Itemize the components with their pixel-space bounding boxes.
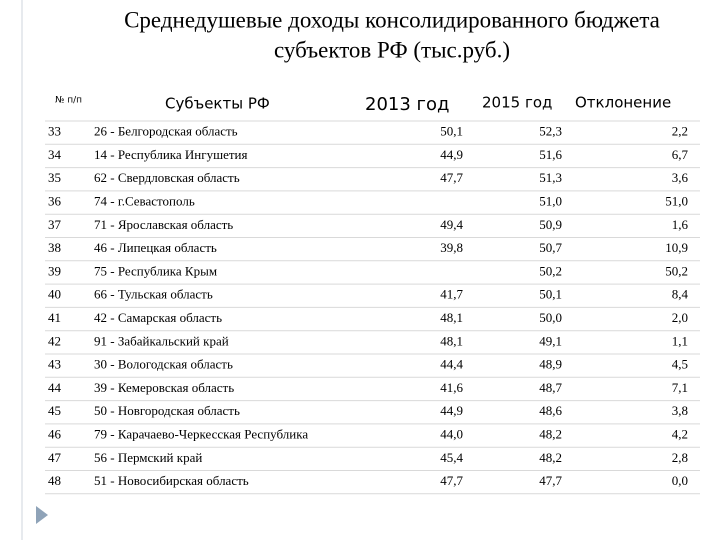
column-header: Отклонение bbox=[575, 94, 671, 112]
cell-text: 45 bbox=[48, 403, 61, 418]
cell-number: 44,0 bbox=[440, 427, 463, 442]
cell-text: 33 bbox=[48, 124, 61, 139]
cell-number: 1,6 bbox=[672, 217, 689, 232]
column-header: 2015 год bbox=[482, 94, 552, 112]
cell-text: 62 - Свердловская область bbox=[94, 170, 240, 185]
column-header: Субъекты РФ bbox=[165, 95, 270, 113]
cell-number: 44,9 bbox=[440, 403, 463, 418]
cell-number: 2,0 bbox=[672, 310, 688, 325]
cell-number: 51,3 bbox=[539, 170, 562, 185]
cell-number: 6,7 bbox=[672, 147, 689, 162]
cell-number: 49,1 bbox=[539, 333, 562, 348]
cell-text: 41 bbox=[48, 310, 61, 325]
cell-number: 44,4 bbox=[440, 357, 463, 372]
cell-text: 74 - г.Севастополь bbox=[94, 194, 195, 209]
cell-text: 91 - Забайкальский край bbox=[94, 333, 229, 348]
cell-number: 10,9 bbox=[665, 240, 688, 255]
cell-text: 50 - Новгородская область bbox=[94, 403, 240, 418]
cell-text: 36 bbox=[48, 194, 62, 209]
cell-text: 42 bbox=[48, 333, 61, 348]
column-header: № п/п bbox=[55, 96, 82, 106]
cell-text: 46 - Липецкая область bbox=[94, 240, 217, 255]
cell-number: 4,5 bbox=[672, 357, 688, 372]
cell-text: 46 bbox=[48, 427, 62, 442]
cell-text: 39 - Кемеровская область bbox=[94, 380, 234, 395]
cell-number: 51,0 bbox=[539, 194, 562, 209]
cell-number: 3,6 bbox=[672, 170, 689, 185]
cell-number: 50,9 bbox=[539, 217, 562, 232]
cell-text: 37 bbox=[48, 217, 62, 232]
cell-number: 2,2 bbox=[672, 124, 688, 139]
cell-text: 38 bbox=[48, 240, 61, 255]
cell-text: 30 - Вологодская область bbox=[94, 357, 233, 372]
cell-text: 43 bbox=[48, 357, 61, 372]
cell-number: 1,1 bbox=[672, 333, 688, 348]
cell-number: 50,1 bbox=[440, 124, 463, 139]
cell-number: 48,9 bbox=[539, 357, 562, 372]
cell-text: 71 - Ярославская область bbox=[94, 217, 233, 232]
cell-number: 47,7 bbox=[440, 170, 463, 185]
cell-number: 39,8 bbox=[440, 240, 463, 255]
cell-text: 40 bbox=[48, 287, 61, 302]
cell-number: 45,4 bbox=[440, 450, 463, 465]
cell-number: 50,1 bbox=[539, 287, 562, 302]
cell-number: 47,7 bbox=[539, 473, 562, 488]
cell-number: 47,7 bbox=[440, 473, 463, 488]
cell-number: 48,7 bbox=[539, 380, 562, 395]
cell-number: 50,7 bbox=[539, 240, 562, 255]
title: субъектов РФ (тыс.руб.) bbox=[274, 37, 510, 62]
cell-number: 0,0 bbox=[672, 473, 688, 488]
cell-text: 14 - Республика Ингушетия bbox=[94, 147, 248, 162]
cell-number: 50,2 bbox=[539, 263, 562, 278]
cell-text: 51 - Новосибирская область bbox=[94, 473, 249, 488]
cell-text: 44 bbox=[48, 380, 62, 395]
cell-text: 34 bbox=[48, 147, 62, 162]
cell-text: 75 - Республика Крым bbox=[94, 263, 217, 278]
cell-text: 35 bbox=[48, 170, 61, 185]
cell-number: 48,2 bbox=[539, 427, 562, 442]
cell-text: 66 - Тульская область bbox=[94, 287, 213, 302]
cell-number: 50,2 bbox=[665, 263, 688, 278]
title: Среднедушевые доходы консолидированного … bbox=[124, 7, 660, 32]
cell-number: 48,1 bbox=[440, 333, 463, 348]
cell-text: 79 - Карачаево-Черкесская Республика bbox=[94, 427, 308, 442]
cell-number: 49,4 bbox=[440, 217, 463, 232]
cell-number: 7,1 bbox=[672, 380, 688, 395]
cell-number: 44,9 bbox=[440, 147, 463, 162]
cell-number: 8,4 bbox=[672, 287, 689, 302]
cell-text: 56 - Пермский край bbox=[94, 450, 202, 465]
cell-number: 50,0 bbox=[539, 310, 562, 325]
cell-number: 51,0 bbox=[665, 194, 688, 209]
cell-number: 51,6 bbox=[539, 147, 562, 162]
cell-number: 4,2 bbox=[672, 427, 688, 442]
cell-number: 41,6 bbox=[440, 380, 463, 395]
cell-text: 26 - Белгородская область bbox=[94, 124, 238, 139]
cell-text: 48 bbox=[48, 473, 61, 488]
nav-arrow bbox=[36, 506, 48, 524]
cell-text: 42 - Самарская область bbox=[94, 310, 222, 325]
cell-number: 2,8 bbox=[672, 450, 688, 465]
cell-number: 48,2 bbox=[539, 450, 562, 465]
cell-number: 41,7 bbox=[440, 287, 463, 302]
cell-text: 47 bbox=[48, 450, 62, 465]
cell-number: 3,8 bbox=[672, 403, 688, 418]
cell-number: 48,6 bbox=[539, 403, 562, 418]
column-header: 2013 год bbox=[365, 94, 449, 115]
cell-text: 39 bbox=[48, 263, 61, 278]
cell-number: 52,3 bbox=[539, 124, 562, 139]
cell-number: 48,1 bbox=[440, 310, 463, 325]
